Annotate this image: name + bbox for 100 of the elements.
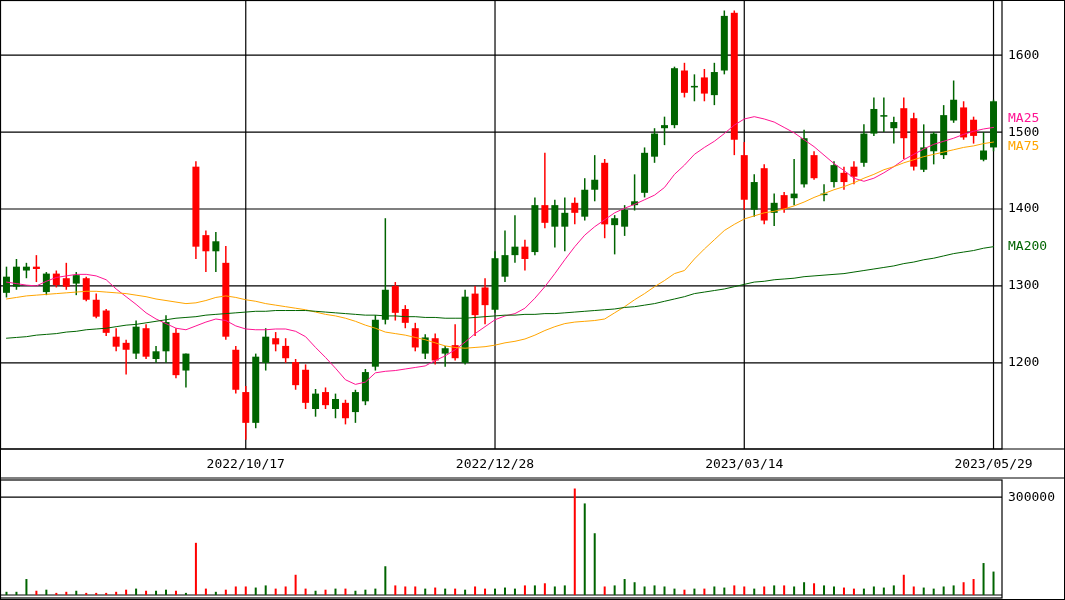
bar: [743, 586, 746, 595]
bar: [763, 586, 766, 595]
bar: [284, 586, 287, 595]
candlestick: [840, 165, 848, 191]
candlestick: [72, 271, 80, 296]
y-tick-label: 1500: [1008, 123, 1040, 139]
bar: [942, 586, 945, 595]
candlestick: [42, 271, 50, 296]
bar: [733, 585, 736, 595]
bar: [234, 586, 237, 595]
candlestick: [2, 265, 10, 299]
bar: [703, 588, 706, 595]
candlestick: [920, 123, 928, 173]
candlestick: [890, 115, 898, 145]
bar: [693, 588, 696, 595]
bar: [713, 586, 716, 595]
bar: [922, 587, 925, 595]
candlestick: [122, 339, 130, 376]
bar: [962, 582, 965, 595]
bar: [723, 587, 726, 595]
candlestick: [421, 333, 429, 360]
bar: [982, 563, 985, 595]
candlestick: [700, 68, 708, 103]
bar: [673, 588, 676, 595]
bar: [902, 574, 905, 595]
bar: [613, 585, 616, 595]
bar: [304, 588, 307, 595]
candlestick: [541, 152, 549, 229]
bar: [85, 592, 88, 595]
text: 300000: [1008, 488, 1055, 504]
bar: [573, 488, 576, 595]
bar: [95, 592, 98, 595]
y-tick-label: 1300: [1008, 277, 1040, 293]
bar: [773, 585, 776, 595]
bar: [553, 586, 556, 595]
bar: [862, 588, 865, 595]
bar: [583, 503, 586, 595]
bar: [523, 585, 526, 595]
bar: [603, 586, 606, 595]
bar: [932, 588, 935, 595]
bar: [663, 586, 666, 595]
bar: [464, 589, 467, 595]
bar: [5, 591, 8, 595]
candlestick: [591, 154, 599, 203]
bar: [294, 574, 297, 595]
bar: [25, 579, 28, 595]
bar: [653, 585, 656, 595]
candlestick: [182, 352, 190, 389]
candlestick: [680, 62, 688, 99]
candlestick: [102, 308, 110, 337]
candlestick: [82, 275, 90, 303]
bar: [454, 588, 457, 595]
bar: [543, 583, 546, 595]
candlestick: [880, 96, 888, 133]
candlestick: [341, 399, 349, 426]
x-tick-label: 2023/03/14: [705, 455, 784, 471]
candlestick: [292, 358, 300, 391]
bar: [992, 571, 995, 595]
series-label: MA200: [1008, 238, 1048, 254]
bar: [484, 588, 487, 595]
bar: [45, 589, 48, 595]
bar: [972, 579, 975, 595]
candlestick: [551, 199, 559, 249]
bar: [912, 586, 915, 595]
bar: [533, 585, 536, 595]
bar: [503, 587, 506, 595]
candlestick: [970, 115, 978, 145]
y-tick-label: 1200: [1008, 354, 1040, 370]
bar: [882, 587, 885, 595]
candlestick: [780, 191, 788, 214]
bar: [344, 588, 347, 595]
bar: [444, 588, 447, 595]
bar: [184, 592, 187, 595]
y-tick-label: 1600: [1008, 46, 1040, 62]
x-tick-label: 2023/05/29: [954, 455, 1033, 471]
bar: [135, 588, 138, 595]
bar: [204, 588, 207, 595]
series-label: MA75: [1008, 137, 1040, 153]
candlestick: [411, 322, 419, 353]
bar: [803, 582, 806, 595]
candlestick: [312, 388, 320, 418]
candlestick: [212, 231, 220, 273]
bar: [952, 585, 955, 595]
candlestick: [332, 392, 339, 419]
candlestick: [511, 214, 519, 264]
bar: [244, 586, 247, 595]
bar: [424, 588, 427, 595]
bar: [892, 585, 895, 595]
bar: [115, 591, 118, 595]
bar: [334, 588, 337, 595]
bar: [563, 585, 566, 595]
bar: [813, 583, 816, 595]
bar: [633, 582, 636, 595]
bar: [214, 591, 217, 595]
bar: [254, 587, 257, 595]
bar: [513, 588, 516, 595]
bar: [364, 589, 367, 595]
candlestick: [561, 196, 569, 253]
bar: [165, 589, 167, 595]
bar: [872, 586, 875, 595]
